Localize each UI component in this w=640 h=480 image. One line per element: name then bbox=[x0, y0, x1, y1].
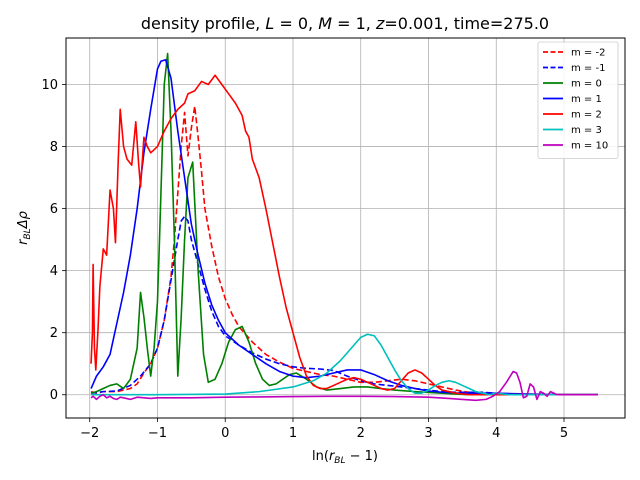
legend-entry-label: m = -2 bbox=[571, 48, 605, 59]
x-tick-label: 3 bbox=[424, 426, 432, 441]
legend-entry-label: m = 0 bbox=[571, 79, 602, 90]
x-tick-label: −2 bbox=[80, 426, 99, 441]
y-tick-label: 2 bbox=[50, 326, 58, 341]
series-line-m2 bbox=[90, 74, 598, 396]
x-tick-label: 5 bbox=[560, 426, 568, 441]
x-tick-label: 0 bbox=[221, 426, 229, 441]
legend-entry-label: m = 3 bbox=[571, 125, 602, 136]
x-tick-label: 2 bbox=[357, 426, 365, 441]
series-line-m3 bbox=[91, 333, 598, 396]
series-line-m1 bbox=[90, 58, 598, 396]
y-tick-label: 4 bbox=[50, 264, 58, 279]
y-tick-label: 10 bbox=[41, 78, 58, 93]
legend-entry-label: m = 10 bbox=[571, 141, 608, 152]
series-line-m-1 bbox=[90, 215, 598, 396]
series-line-m0 bbox=[90, 52, 598, 396]
legend-entry-label: m = -1 bbox=[571, 63, 605, 74]
y-axis-label: rBLΔρ bbox=[16, 210, 33, 244]
axis-ticks: −2 −1 0 1 2 3 4 5 0 2 4 6 8 10 bbox=[41, 78, 568, 441]
legend-entry-label: m = 1 bbox=[571, 94, 602, 105]
series-line-m10 bbox=[90, 370, 598, 402]
plot-frame bbox=[65, 37, 626, 419]
series-line-m-2 bbox=[90, 105, 598, 396]
x-tick-label: 4 bbox=[492, 426, 500, 441]
y-tick-label: 0 bbox=[50, 388, 58, 403]
x-axis-label: ln(rBL − 1) bbox=[312, 449, 378, 466]
y-tick-label: 8 bbox=[50, 140, 58, 155]
legend: m = -2 m = -1 m = 0 m = 1 m = 2 m = 3 m = 10 bbox=[537, 41, 619, 159]
legend-entry-label: m = 2 bbox=[571, 110, 602, 121]
plot-area bbox=[90, 52, 598, 402]
chart-title: density profile, L = 0, M = 1, z=0.001, … bbox=[141, 14, 549, 33]
x-tick-label: −1 bbox=[148, 426, 167, 441]
x-tick-label: 1 bbox=[289, 426, 297, 441]
y-tick-label: 6 bbox=[50, 202, 58, 217]
